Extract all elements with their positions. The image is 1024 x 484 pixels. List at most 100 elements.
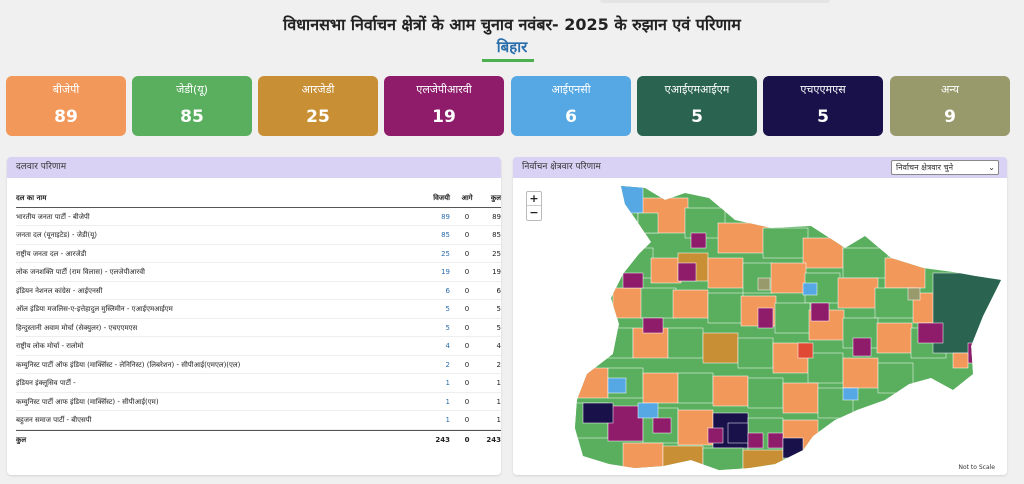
map-region	[767, 432, 784, 449]
card-ljprv[interactable]: एलजेपीआरवी 19	[384, 76, 504, 136]
card-label: जेडी(यू)	[176, 83, 208, 96]
party-name: बहुजन समाज पार्टी - बीएसपी	[16, 416, 92, 424]
won-link[interactable]: 5	[445, 323, 450, 332]
total-count: 1	[496, 379, 501, 387]
leading-count: 0	[464, 212, 470, 221]
card-label: आरजेडी	[301, 83, 335, 96]
party-name: भारतीय जनता पार्टी - बीजेपी	[16, 212, 90, 221]
party-name: इंडियन नेशनल कांग्रेस - आईएनसी	[16, 286, 103, 295]
leading-count: 0	[464, 416, 470, 424]
party-name: कम्युनिस्ट पार्टी ऑफ इंडिया (मार्क्सिस्ट…	[16, 360, 241, 369]
constituency-map-panel: निर्वाचन क्षेत्रवार परिणाम निर्वाचन क्षे…	[513, 157, 1007, 475]
map-panel-title: निर्वाचन क्षेत्रवार परिणाम	[522, 162, 601, 172]
total-count: 19	[492, 268, 501, 276]
zoom-in-button[interactable]: +	[527, 192, 541, 206]
map-region	[742, 449, 784, 470]
map-region	[774, 302, 811, 334]
won-link[interactable]: 89	[441, 212, 450, 221]
map-region	[952, 352, 969, 369]
card-aimim[interactable]: एआईएमआईएम 5	[637, 76, 757, 136]
card-count: 25	[306, 107, 330, 127]
total-count: 1	[496, 416, 501, 424]
summary-cards: बीजेपी 89 जेडी(यू) 85 आरजेडी 25 एलजेपीआर…	[6, 76, 1018, 136]
total-count: 2	[496, 360, 501, 369]
leading-count: 0	[464, 305, 470, 313]
won-link[interactable]: 2	[445, 360, 450, 369]
won-link[interactable]: 25	[441, 249, 450, 258]
won-link[interactable]: 5	[445, 305, 450, 313]
map-region	[876, 322, 913, 354]
card-count: 9	[944, 107, 956, 127]
leading-count: 0	[464, 342, 470, 350]
chevron-down-icon: ⌄	[988, 163, 995, 172]
table-row: इंडियन इंक्लूसिव पार्टी - 1 0 1	[16, 374, 501, 393]
won-link[interactable]: 1	[445, 397, 450, 406]
total-count: 4	[496, 342, 501, 350]
won-link[interactable]: 1	[445, 379, 450, 387]
total-count: 1	[496, 397, 501, 406]
map-region	[737, 337, 774, 369]
map-region	[717, 222, 769, 254]
bihar-constituency-map[interactable]	[513, 178, 1007, 475]
map-region	[575, 367, 609, 399]
col-total: कुल	[490, 194, 501, 202]
map-region	[757, 277, 771, 291]
table-total-row: कुल 243 0 243	[16, 429, 501, 449]
constituency-select-value: निर्वाचन क्षेत्रवार चुने	[896, 163, 954, 172]
map-region	[707, 427, 724, 444]
card-jdu[interactable]: जेडी(यू) 85	[132, 76, 252, 136]
total-leading: 0	[464, 435, 470, 444]
zoom-out-button[interactable]: −	[529, 206, 539, 219]
leading-count: 0	[464, 268, 470, 276]
constituency-select[interactable]: निर्वाचन क्षेत्रवार चुने ⌄	[891, 160, 999, 175]
leading-count: 0	[464, 379, 470, 387]
won-link[interactable]: 6	[445, 286, 450, 295]
won-link[interactable]: 19	[441, 268, 450, 276]
map-region	[762, 227, 809, 259]
map-region	[652, 417, 672, 434]
party-name: राष्ट्रीय लोक मोर्चा - रालोमो	[16, 342, 84, 350]
map-region	[642, 372, 679, 404]
state-underline	[482, 59, 534, 62]
card-inc[interactable]: आईएनसी 6	[511, 76, 631, 136]
table-row: इंडियन नेशनल कांग्रेस - आईएनसी 6 0 6	[16, 282, 501, 300]
map-region	[640, 287, 677, 319]
card-label: एलजेपीआरवी	[416, 83, 472, 96]
table-row: लोक जनशक्ति पार्टी (राम विलास) - एलजेपीआ…	[16, 263, 501, 282]
map-region	[802, 237, 844, 269]
total-count: 5	[496, 305, 501, 313]
map-panel-header: निर्वाचन क्षेत्रवार परिणाम निर्वाचन क्षे…	[513, 157, 1007, 178]
map-region	[702, 332, 739, 364]
won-link[interactable]: 85	[441, 231, 450, 239]
map-region	[797, 342, 814, 359]
total-count: 85	[492, 231, 501, 239]
card-label: एचएएमएस	[800, 83, 846, 96]
table-row: जनता दल (यूनाइटेड) - जेडी(यू) 85 0 85	[16, 226, 501, 245]
map-region	[917, 322, 944, 344]
card-rjd[interactable]: आरजेडी 25	[258, 76, 378, 136]
map-region	[782, 382, 819, 414]
table-row: राष्ट्रीय लोक मोर्चा - रालोमो 4 0 4	[16, 337, 501, 356]
leading-count: 0	[464, 249, 470, 258]
table-row: कम्युनिस्ट पार्टी आफ इंडिया (मार्क्सिस्ट…	[16, 393, 501, 411]
card-hams[interactable]: एचएएमएस 5	[763, 76, 883, 136]
map-region	[747, 377, 784, 409]
party-name: ऑल इंडिया मजलिस-ए-इत्तेहादुल मुस्लिमीन -…	[16, 305, 173, 313]
party-name: राष्ट्रीय जनता दल - आरजेडी	[16, 249, 87, 258]
won-link[interactable]: 4	[445, 342, 450, 350]
map-region	[807, 352, 844, 384]
leading-count: 0	[464, 231, 470, 239]
map-region	[757, 307, 774, 329]
map-region	[842, 247, 889, 279]
party-name: इंडियन इंक्लूसिव पार्टी -	[16, 379, 76, 387]
party-results-table: दल का नाम विजयी आगे कुल भारतीय जनता पार्…	[16, 189, 501, 448]
map-region	[637, 212, 659, 234]
won-link[interactable]: 1	[445, 416, 450, 424]
total-count: 5	[496, 323, 501, 332]
card-others[interactable]: अन्य 9	[890, 76, 1010, 136]
map-region	[932, 272, 1001, 354]
map-region	[667, 327, 704, 359]
map-region	[612, 287, 644, 319]
map-region	[602, 327, 634, 359]
card-bjp[interactable]: बीजेपी 89	[6, 76, 126, 136]
